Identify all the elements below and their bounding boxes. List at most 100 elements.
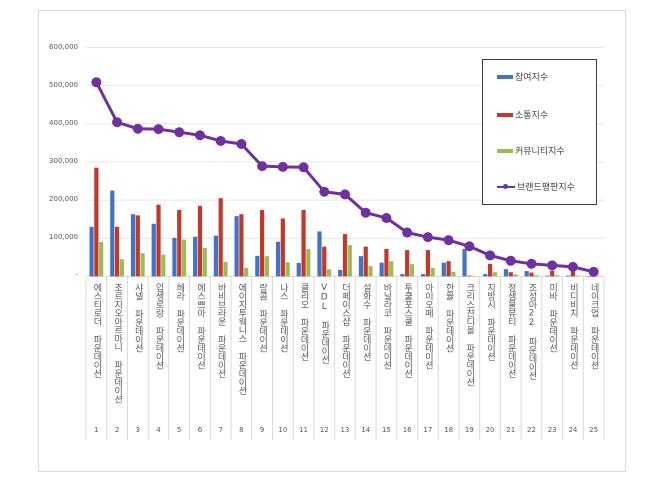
brand-reputation-point: [194, 130, 205, 141]
bar-participation: [566, 275, 571, 277]
bar-participation: [503, 269, 509, 277]
brand-reputation-point: [588, 266, 599, 277]
bar-communication: [301, 210, 306, 277]
x-rank-label: 14: [361, 426, 371, 434]
legend-item-brand-reputation: 브랜드평판지수: [497, 180, 575, 193]
bar-communication: [114, 226, 120, 277]
x-category-label: 바닐라코 파운데이션: [381, 283, 392, 369]
bar-participation: [379, 262, 384, 277]
x-rank-label: 11: [299, 426, 308, 434]
y-tick-label: -: [75, 271, 78, 280]
bar-communication: [446, 261, 451, 277]
x-rank-label: 19: [464, 426, 474, 434]
x-rank-label: 25: [589, 426, 599, 434]
bar-participation: [441, 262, 446, 277]
bar-participation: [296, 263, 301, 277]
bar-participation: [317, 231, 322, 277]
bar-community: [368, 266, 373, 277]
bar-community: [430, 268, 435, 277]
legend-item-participation: 참여지수: [497, 70, 548, 83]
bar-community: [264, 256, 270, 277]
bar-community: [181, 239, 187, 277]
x-category-label: 더페이스샵 파운데이션: [340, 283, 350, 378]
x-rank-label: 21: [506, 426, 516, 434]
bar-participation: [275, 241, 281, 277]
x-category-label: 미바 파운데이션: [547, 283, 558, 352]
brand-reputation-point: [132, 123, 143, 134]
bar-participation: [213, 235, 218, 277]
y-tick-label: 200,000: [49, 195, 78, 204]
bar-communication: [342, 234, 348, 277]
brand-reputation-point: [360, 207, 371, 218]
brand-reputation-point: [277, 161, 288, 172]
x-rank-label: 24: [568, 426, 578, 434]
brand-reputation-point: [319, 186, 330, 197]
x-category-label: 비디비치 파운데이션: [567, 283, 578, 369]
x-category-label: 조르지오아르마니 파운데이션: [112, 283, 123, 403]
bar-participation: [255, 255, 260, 277]
bar-communication: [177, 210, 182, 277]
x-rank-label: 4: [156, 426, 161, 434]
x-rank-label: 20: [485, 426, 495, 434]
bar-communication: [94, 167, 99, 277]
x-rank-label: 17: [423, 426, 433, 434]
x-category-label: 네이크업 파운데이션: [588, 283, 599, 369]
bar-participation: [462, 248, 467, 277]
legend-item-communication: 소통지수: [497, 108, 548, 121]
bar-participation: [358, 256, 364, 277]
x-rank-label: 5: [177, 426, 182, 434]
x-category-label: 아이오페 파운데이션: [422, 283, 433, 369]
x-category-label: VDL 파운데이션: [319, 283, 330, 364]
bar-participation: [545, 275, 550, 277]
bar-community: [347, 245, 352, 277]
x-rank-label: 9: [259, 426, 265, 434]
bar-communication: [363, 246, 368, 277]
y-tick-label: 300,000: [49, 156, 78, 165]
bar-communication: [239, 214, 244, 277]
bar-community: [389, 261, 394, 277]
brand-reputation-point: [485, 250, 496, 261]
x-rank-label: 23: [547, 426, 557, 434]
bar-participation: [172, 237, 177, 277]
bar-communication: [135, 215, 140, 277]
x-rank-label: 15: [381, 426, 391, 434]
bar-participation: [130, 214, 136, 277]
bar-communication: [197, 205, 203, 277]
bar-communication: [384, 248, 389, 277]
x-rank-label: 6: [197, 426, 203, 434]
brand-reputation-point: [236, 139, 247, 150]
legend-item-community: 커뮤니티지수: [497, 144, 565, 157]
brand-reputation-point: [443, 235, 454, 246]
bar-community: [451, 271, 456, 277]
brand-reputation-point: [340, 189, 350, 200]
bar-communication: [425, 250, 430, 277]
bar-community: [119, 259, 124, 277]
brand-reputation-point: [215, 135, 226, 146]
x-category-label: 나스 파운데이션: [277, 283, 288, 352]
bar-participation: [234, 216, 239, 277]
bar-communication: [260, 210, 265, 277]
x-category-label: 에스티로더 파운데이션: [91, 283, 102, 378]
brand-reputation-point: [526, 258, 537, 269]
brand-reputation-point: [422, 232, 433, 243]
x-rank-label: 22: [527, 426, 536, 434]
legend-label: 참여지수: [515, 73, 549, 83]
x-rank-label: 13: [340, 426, 350, 434]
bar-communication: [280, 218, 285, 277]
legend-swatch: [497, 148, 513, 153]
bar-community: [244, 268, 249, 277]
brand-reputation-point: [153, 124, 164, 135]
x-rank-label: 8: [239, 426, 244, 434]
legend-label: 브랜드평판지수: [517, 183, 575, 193]
x-category-label: 입생로랑 파운데이션: [153, 283, 164, 369]
brand-reputation-point: [402, 227, 413, 238]
x-rank-label: 7: [218, 426, 223, 434]
bar-participation: [338, 269, 343, 277]
brand-reputation-point: [112, 117, 123, 128]
y-tick-label: 600,000: [49, 42, 78, 51]
bar-communication: [508, 272, 513, 277]
x-category-label: 정샘물뷰티 파운데이션: [505, 283, 516, 378]
chart-frame: [38, 10, 626, 472]
bar-community: [492, 272, 497, 277]
brand-reputation-point: [547, 260, 558, 271]
